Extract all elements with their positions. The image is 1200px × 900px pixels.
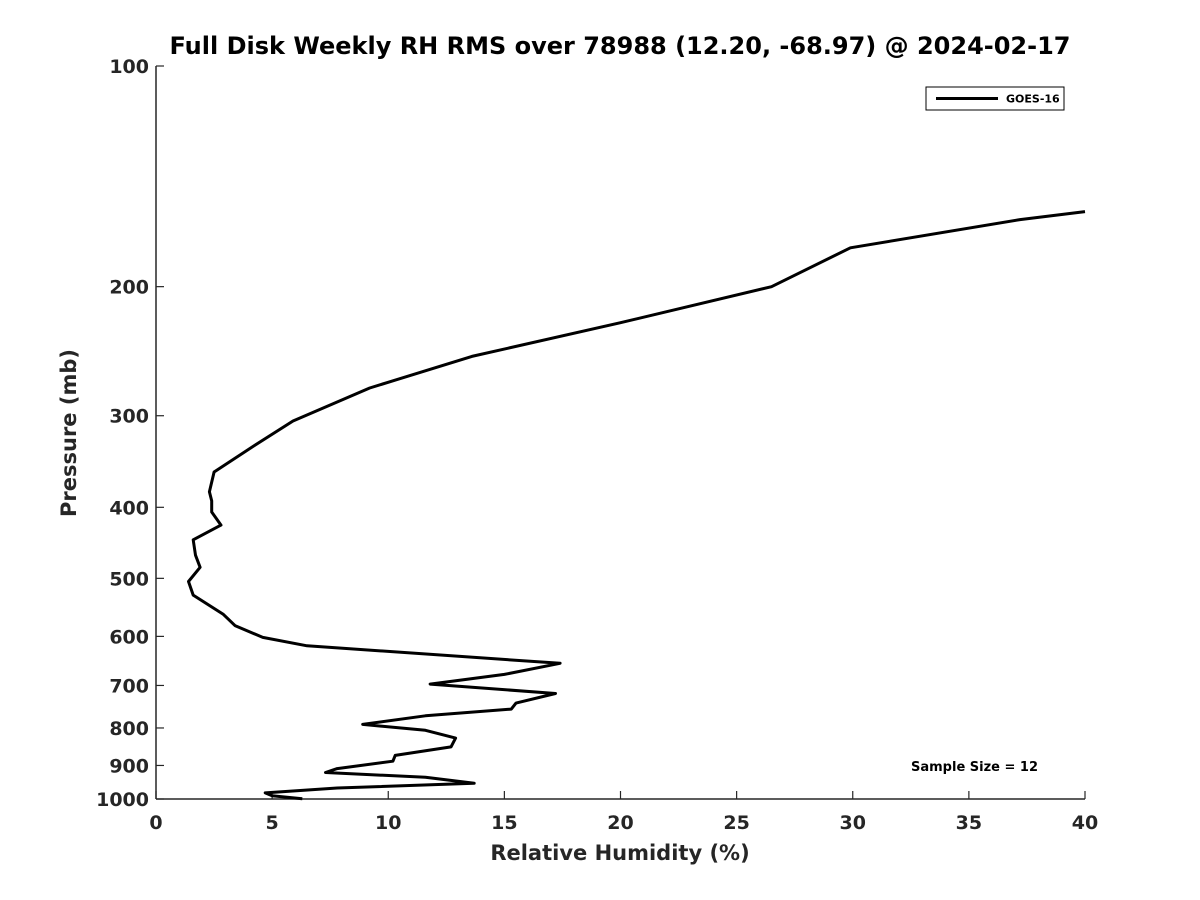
y-tick-label: 300 [109, 406, 149, 428]
y-tick-label: 700 [109, 675, 149, 697]
x-tick-label: 10 [375, 812, 401, 834]
x-tick-label: 0 [149, 812, 162, 834]
y-axis-label: Pressure (mb) [57, 349, 81, 517]
y-tick-label: 900 [109, 755, 149, 777]
series-line-goes-16 [187, 210, 1086, 801]
x-axis-label: Relative Humidity (%) [490, 841, 749, 865]
y-axis: 100 200 300 400 500 600 700 800 900 1000 [96, 56, 164, 811]
y-tick-label: 800 [109, 718, 149, 740]
x-tick-label: 40 [1072, 812, 1098, 834]
x-tick-label: 15 [491, 812, 517, 834]
y-tick-label: 400 [109, 497, 149, 519]
chart-title: Full Disk Weekly RH RMS over 78988 (12.2… [169, 32, 1070, 60]
series-layer [187, 210, 1086, 801]
plot-area [155, 66, 1085, 800]
y-tick-label: 600 [109, 626, 149, 648]
x-tick-label: 35 [956, 812, 982, 834]
sample-size-annotation: Sample Size = 12 [911, 760, 1038, 775]
x-tick-label: 5 [266, 812, 279, 834]
x-tick-label: 30 [840, 812, 866, 834]
legend-label-goes-16: GOES-16 [1006, 93, 1060, 106]
y-tick-label: 200 [109, 277, 149, 299]
x-axis: 0 5 10 15 20 25 30 35 40 [149, 791, 1098, 834]
x-tick-label: 20 [607, 812, 633, 834]
y-tick-label: 100 [109, 56, 149, 78]
x-tick-label: 25 [723, 812, 749, 834]
y-tick-label: 500 [109, 568, 149, 590]
legend: GOES-16 [925, 86, 1065, 111]
y-tick-label: 1000 [96, 789, 149, 811]
